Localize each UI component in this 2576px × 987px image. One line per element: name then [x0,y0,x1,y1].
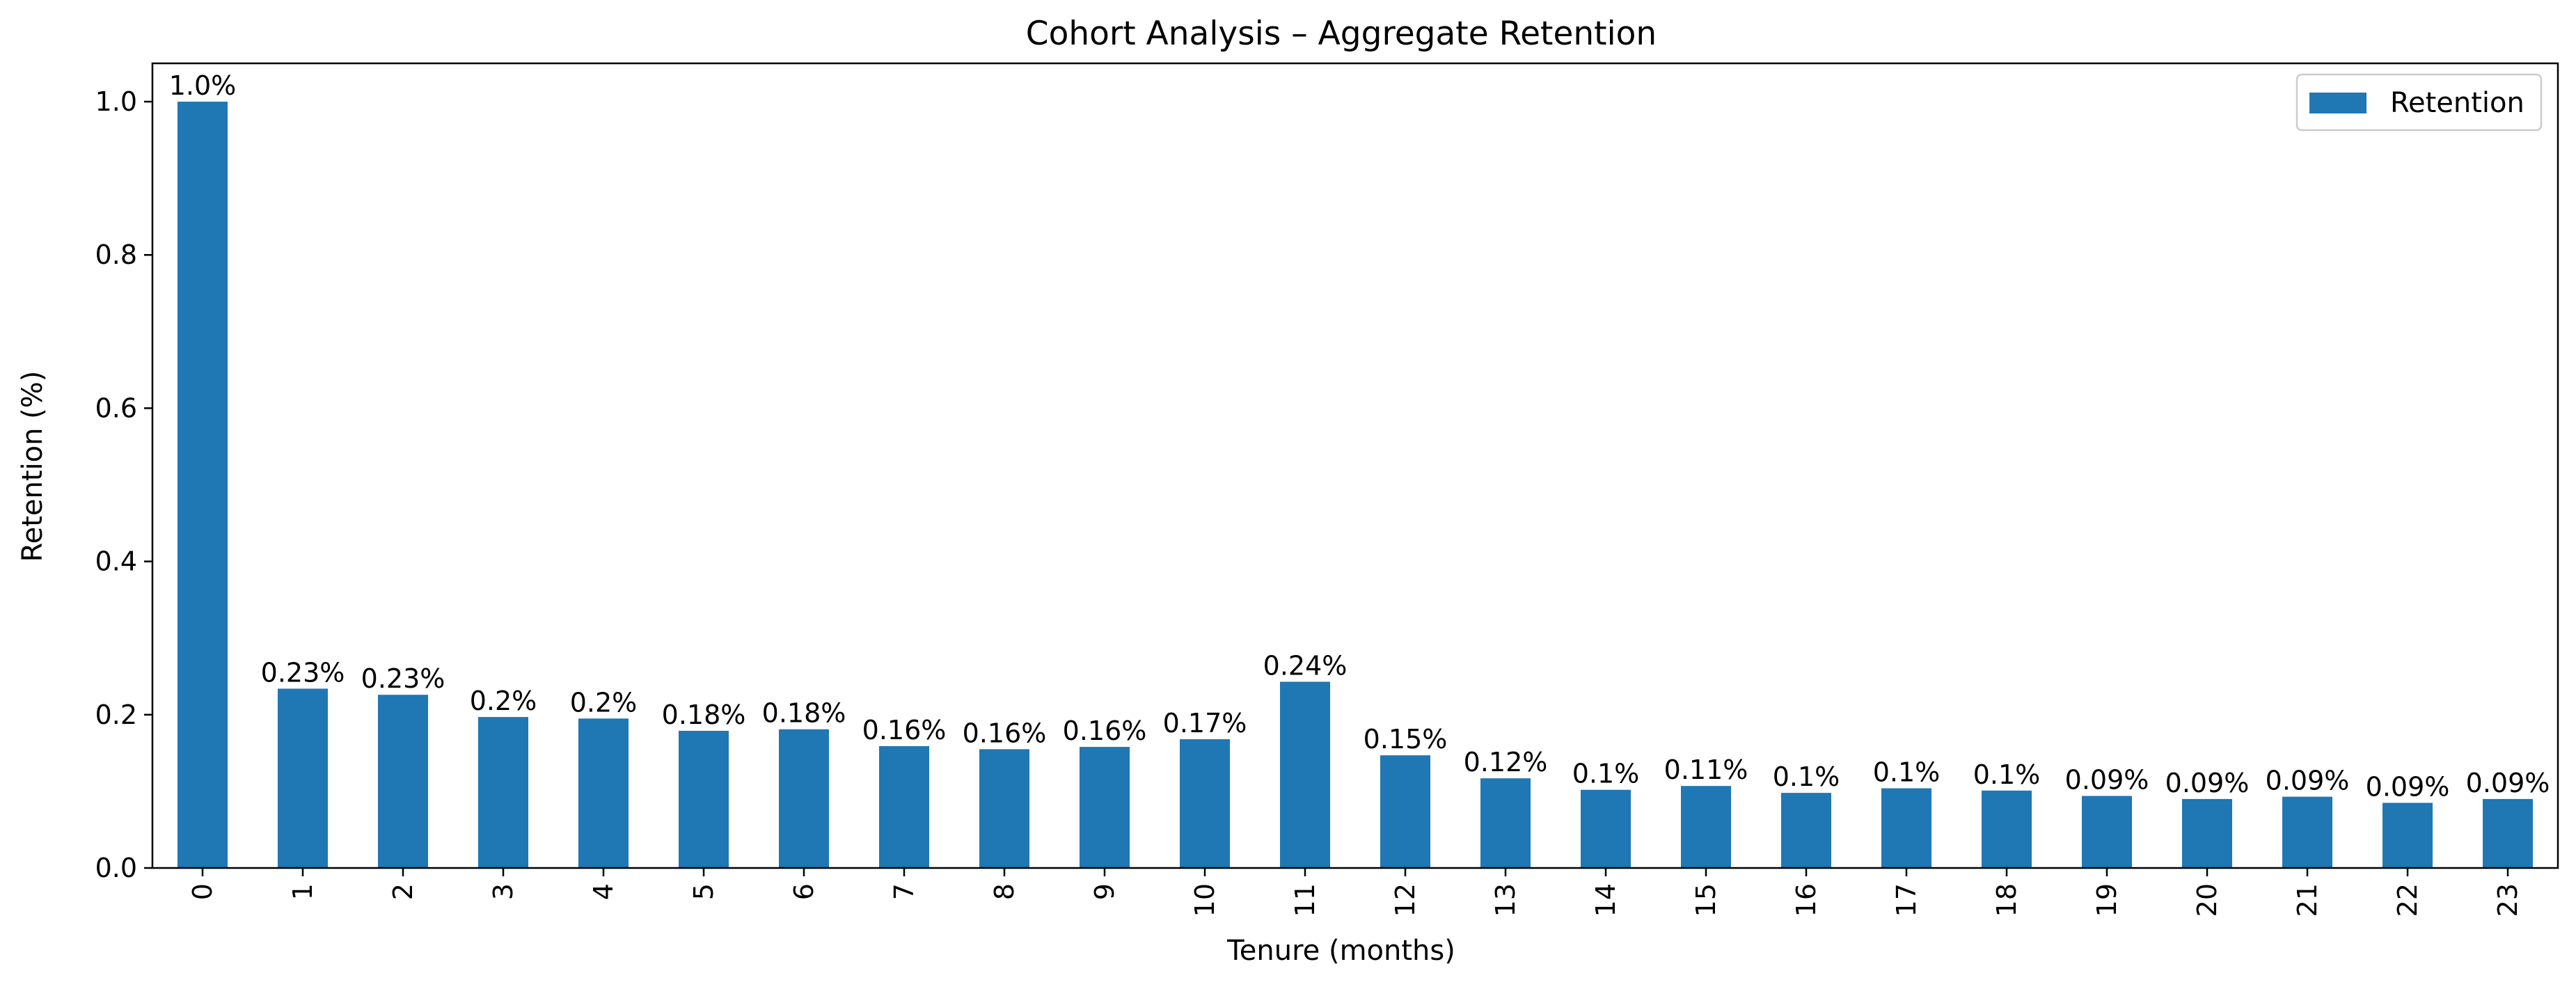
data-label-3: 0.2% [470,686,537,716]
bar-0 [177,102,228,868]
chart-title: Cohort Analysis – Aggregate Retention [1026,15,1657,53]
data-label-19: 0.09% [2065,765,2149,796]
x-tick-label: 10 [1190,883,1220,917]
bar-2 [378,695,428,868]
bar-8 [979,749,1029,868]
data-label-17: 0.1% [1873,757,1941,788]
x-tick-label: 17 [1891,883,1922,917]
x-tick-label: 4 [588,883,619,900]
x-tick-label: 11 [1290,883,1320,917]
x-tick-label: 19 [2092,883,2122,917]
data-label-8: 0.16% [963,718,1047,748]
legend: Retention [2296,73,2543,132]
x-tick-label: 22 [2392,883,2423,917]
bar-4 [578,718,629,868]
bar-9 [1080,747,1130,868]
bar-18 [1982,790,2032,868]
x-tick-label: 2 [388,883,418,900]
legend-swatch [2309,93,2366,113]
y-tick-label: 0.6 [95,393,137,423]
x-tick-label: 15 [1691,883,1721,917]
x-tick-label: 20 [2192,883,2222,917]
y-tick-label: 0.8 [95,239,137,270]
x-tick-label: 5 [688,883,719,900]
data-label-10: 0.17% [1163,708,1247,739]
bar-1 [278,688,328,868]
data-label-4: 0.2% [570,687,638,718]
bar-6 [779,729,829,868]
data-labels-layer: 1.0% 0.23% 0.23% 0.2% 0.2% 0.18% 0.18% 0.16% 0.1… [169,70,2550,802]
x-tick-label: 23 [2492,883,2523,917]
bar-11 [1280,681,1330,868]
data-label-18: 0.1% [1973,759,2041,790]
data-label-16: 0.1% [1773,761,1840,792]
bar-13 [1480,778,1531,868]
data-label-6: 0.18% [762,698,846,729]
x-tick-label: 8 [989,883,1020,900]
data-label-9: 0.16% [1063,716,1147,746]
bar-3 [478,717,528,868]
y-tick-label: 0.4 [95,546,137,577]
bars-layer [177,102,2533,868]
x-tick-label: 13 [1490,883,1521,917]
data-label-15: 0.11% [1664,755,1748,785]
bar-22 [2383,803,2433,868]
y-tick-label: 0.2 [95,700,137,730]
plot-frame [151,62,2559,869]
y-tick-label: 0.0 [95,853,137,883]
data-label-5: 0.18% [662,700,746,730]
x-tick-label: 21 [2292,883,2323,917]
x-tick-label: 12 [1390,883,1421,917]
y-tick-label: 1.0 [95,86,137,117]
x-tick-label: 7 [889,883,919,900]
x-tick-label: 16 [1791,883,1822,917]
bar-14 [1581,789,1631,868]
data-label-11: 0.24% [1263,650,1348,681]
x-tick-label: 9 [1089,883,1120,900]
x-tick-label: 0 [187,883,218,900]
bar-16 [1781,793,1831,868]
y-axis-label: Retention (%) [17,371,49,562]
data-label-2: 0.23% [361,663,445,694]
legend-frame [2296,73,2543,132]
x-tick-label: 6 [789,883,819,900]
bar-21 [2282,796,2332,868]
data-label-20: 0.09% [2165,768,2250,798]
bar-17 [1881,788,1931,868]
bar-5 [679,730,729,868]
x-axis-label: Tenure (months) [1226,935,1455,967]
legend-label: Retention [2390,87,2524,119]
data-label-12: 0.15% [1364,724,1448,755]
axes-layer: 0.00.20.40.60.81.00 1 2 3 4 5 6 7 8 9 10 11 12 13 14 15… [95,62,2559,917]
data-label-13: 0.12% [1464,747,1548,777]
data-label-22: 0.09% [2366,771,2450,802]
data-label-1: 0.23% [261,657,345,688]
bar-15 [1681,786,1731,868]
data-label-0: 1.0% [169,70,237,101]
data-label-21: 0.09% [2266,766,2350,796]
bar-12 [1380,755,1430,868]
bar-19 [2082,796,2132,868]
bar-10 [1180,739,1230,868]
x-tick-label: 3 [488,883,519,900]
bar-7 [879,745,929,868]
x-tick-label: 14 [1590,883,1621,917]
data-label-7: 0.16% [862,715,947,745]
bar-20 [2182,798,2232,868]
data-label-23: 0.09% [2466,768,2550,798]
bar-23 [2483,798,2533,868]
x-tick-label: 1 [287,883,318,900]
data-label-14: 0.1% [1572,759,1640,789]
x-tick-label: 18 [1991,883,2022,917]
